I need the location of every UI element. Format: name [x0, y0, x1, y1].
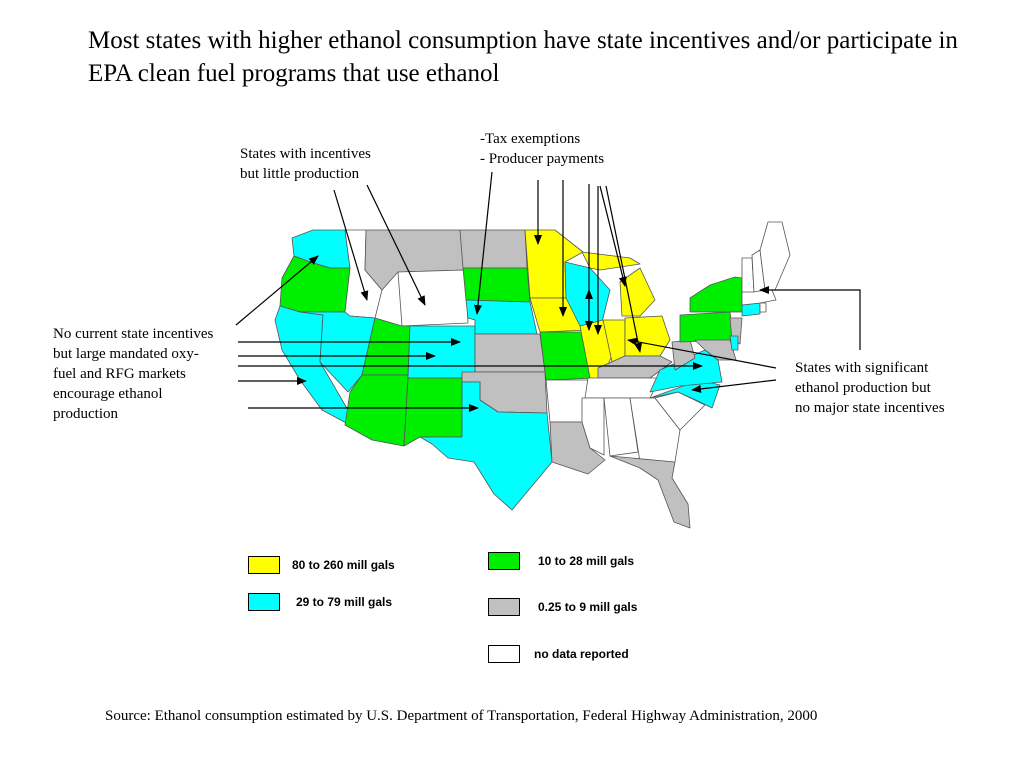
- state-delaware: [729, 335, 739, 351]
- legend-label: 29 to 79 mill gals: [296, 595, 393, 609]
- state-north-dakota: [459, 229, 528, 269]
- state-ohio: [624, 315, 671, 357]
- legend-item-no-data: no data reported: [488, 645, 629, 663]
- state-tennessee: [584, 377, 661, 399]
- legend-label: 10 to 28 mill gals: [538, 554, 635, 568]
- state-alabama: [603, 397, 639, 457]
- legend-item-025-9: 0.25 to 9 mill gals: [488, 598, 637, 616]
- annotation-tax-payments: -Tax exemptions - Producer payments: [480, 131, 605, 167]
- state-colorado: [407, 325, 476, 379]
- legend-item-80-260: 80 to 260 mill gals: [248, 556, 395, 574]
- state-wyoming: [397, 269, 469, 327]
- arrow-ohio-sig: [627, 337, 777, 369]
- legend-swatch: [488, 598, 520, 616]
- arrow-new-york: [759, 286, 861, 350]
- arrow-michigan: [605, 185, 643, 353]
- legend-swatch: [488, 645, 520, 663]
- arrow-ohio: [599, 185, 627, 287]
- annotation-no-incentives-mandated: No current state incentives but large ma…: [53, 326, 214, 422]
- legend-label: 0.25 to 9 mill gals: [538, 600, 638, 614]
- state-new-mexico: [403, 377, 463, 447]
- arrow-idaho: [333, 189, 369, 301]
- arrow-nebraska: [473, 171, 493, 315]
- state-texas: [419, 381, 553, 511]
- legend-swatch: [488, 552, 520, 570]
- state-new-york: [689, 276, 743, 313]
- annotation-significant-production: States with significant ethanol producti…: [795, 360, 945, 416]
- arrow-nc-sig: [691, 379, 777, 393]
- state-maine: [759, 221, 791, 291]
- state-florida: [609, 455, 691, 529]
- state-nebraska: [465, 299, 538, 335]
- slide-title: Most states with higher ethanol consumpt…: [88, 27, 958, 87]
- annotation-incentives-little-production: States with incentives but little produc…: [240, 146, 371, 182]
- state-pennsylvania: [679, 311, 735, 343]
- state-arizona: [344, 374, 409, 447]
- arrow-washington: [235, 255, 319, 326]
- state-maryland: [694, 339, 737, 361]
- state-michigan: [619, 267, 656, 317]
- state-rhode-island: [759, 302, 767, 313]
- legend-swatch: [248, 593, 280, 611]
- source-note: Source: Ethanol consumption estimated by…: [105, 708, 818, 724]
- state-michigan-upper: [581, 251, 641, 271]
- legend-label: 80 to 260 mill gals: [292, 558, 395, 572]
- state-south-dakota: [462, 267, 531, 303]
- legend-swatch: [248, 556, 280, 574]
- state-mississippi: [581, 397, 605, 456]
- legend-item-29-79: 29 to 79 mill gals: [248, 593, 392, 611]
- legend-item-10-28: 10 to 28 mill gals: [488, 552, 634, 570]
- arrow-wyoming: [366, 184, 426, 306]
- legend-label: no data reported: [534, 647, 629, 661]
